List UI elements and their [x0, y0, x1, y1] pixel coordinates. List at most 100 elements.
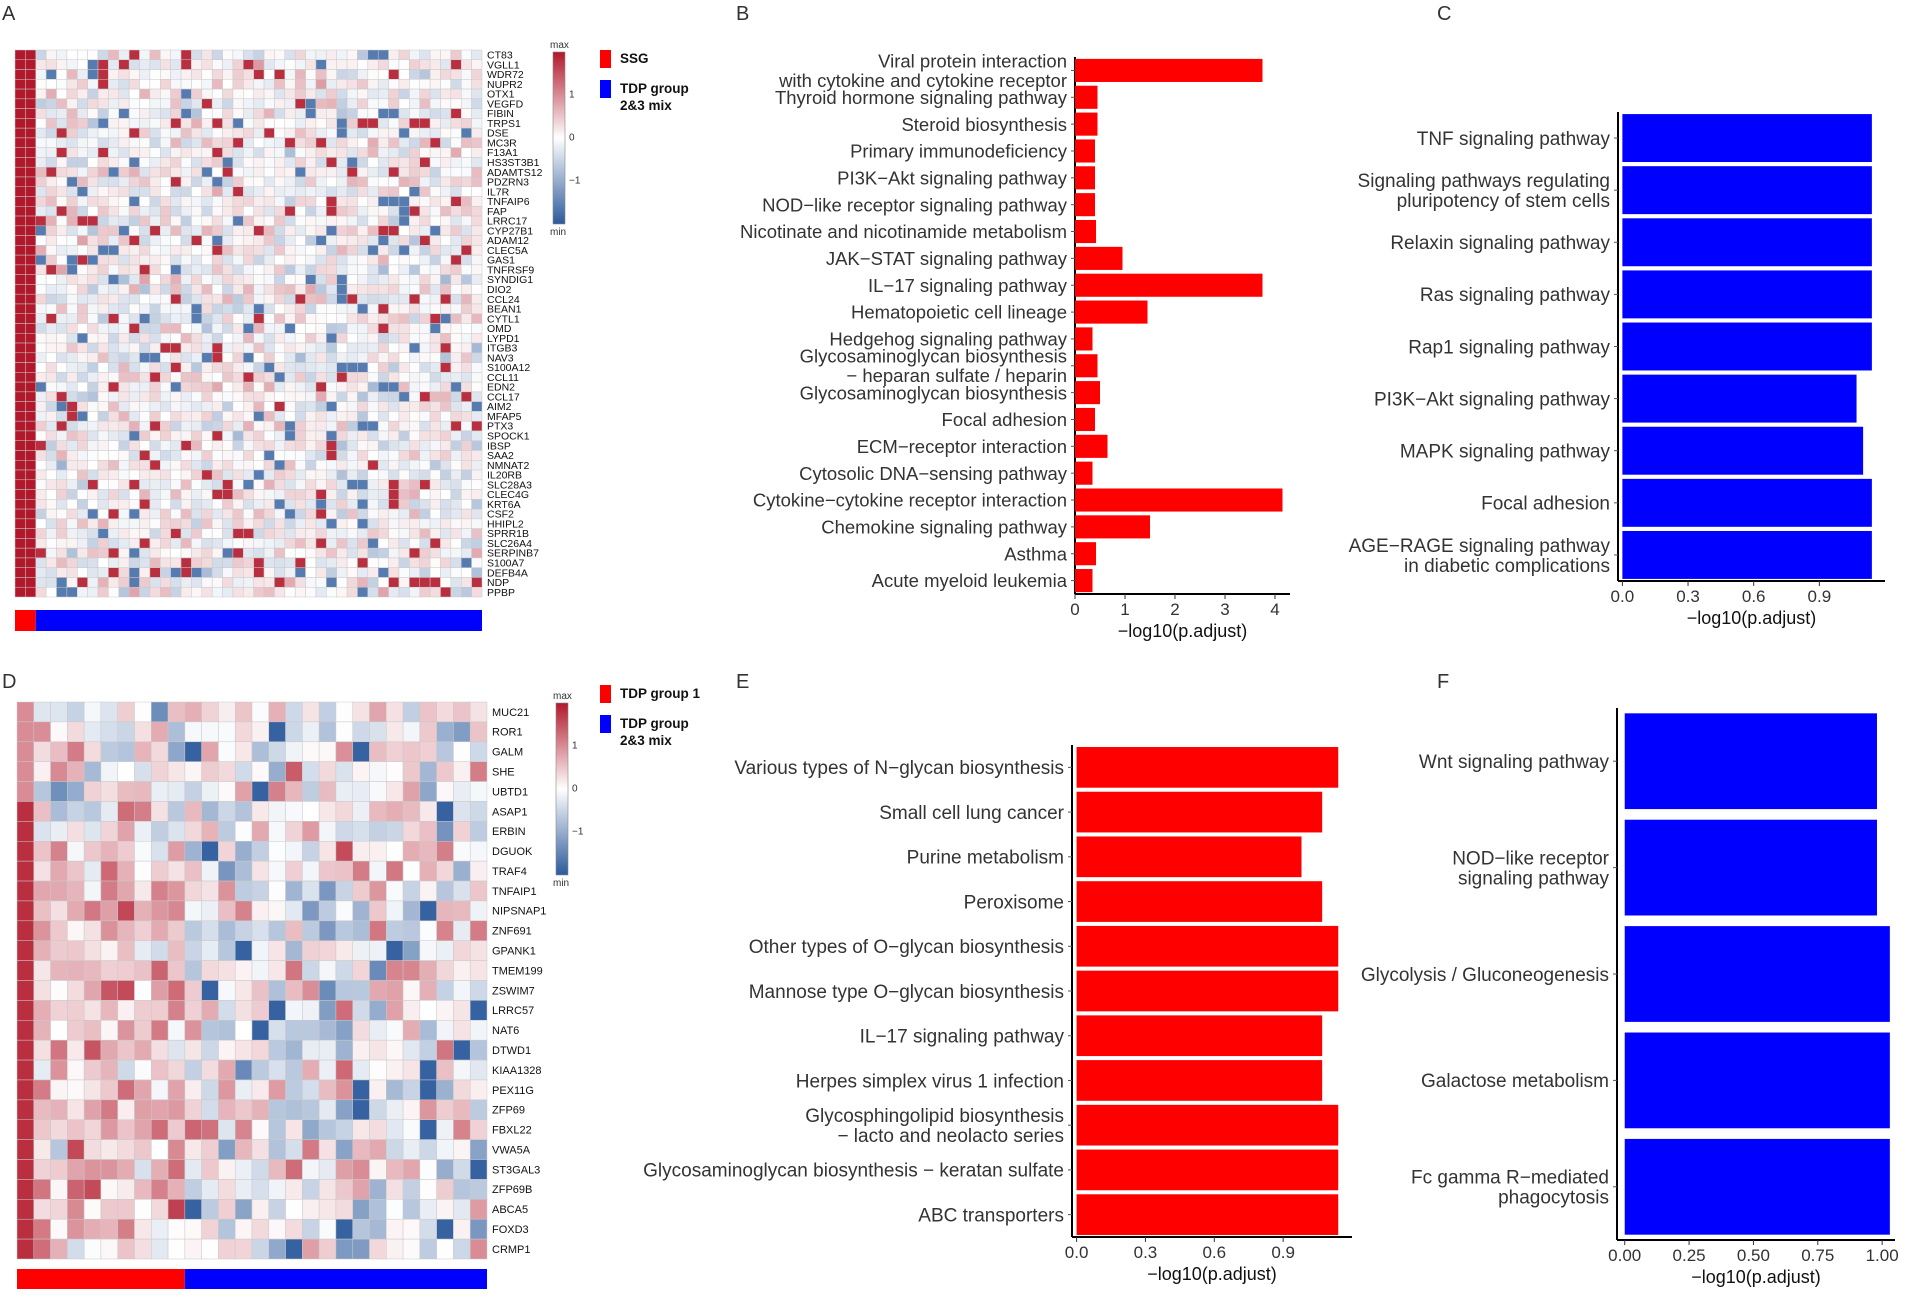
- category-label: Primary immunodeficiency: [850, 141, 1068, 162]
- heatmap-cell: [97, 245, 109, 256]
- heatmap-cell: [97, 264, 109, 275]
- heatmap-cell: [284, 557, 296, 568]
- heatmap-cell: [335, 741, 353, 762]
- heatmap-cell: [184, 781, 202, 802]
- heatmap-cell: [367, 460, 379, 471]
- heatmap-cell: [191, 157, 203, 168]
- heatmap-cell: [419, 1218, 437, 1240]
- heatmap-cell: [160, 586, 171, 598]
- heatmap-cell: [201, 215, 213, 227]
- heatmap-cell: [253, 108, 265, 119]
- heatmap-cell: [180, 323, 192, 334]
- heatmap-cell: [450, 79, 462, 90]
- heatmap-cell: [56, 323, 68, 334]
- heatmap-cell: [66, 499, 78, 510]
- heatmap-cell: [139, 118, 151, 129]
- heatmap-cell: [87, 460, 99, 471]
- heatmap-cell: [367, 293, 379, 305]
- category-label: Cytosolic DNA−sensing pathway: [799, 463, 1068, 484]
- heatmap-cell: [419, 577, 431, 588]
- heatmap-cell: [367, 567, 379, 578]
- heatmap-cell: [429, 401, 441, 412]
- category-label: Nicotinate and nicotinamide metabolism: [740, 221, 1067, 242]
- heatmap-cell: [35, 157, 47, 168]
- heatmap-cell: [243, 186, 254, 197]
- heatmap-cell: [318, 1079, 337, 1101]
- heatmap-cell: [253, 391, 265, 402]
- heatmap-cell: [170, 528, 182, 539]
- heatmap-cell: [149, 59, 161, 70]
- heatmap-cell: [305, 225, 317, 236]
- heatmap-cell: [87, 538, 99, 549]
- heatmap-cell: [305, 186, 317, 197]
- heatmap-cell: [471, 108, 483, 119]
- heatmap-cell: [302, 701, 320, 723]
- heatmap-cell: [346, 499, 358, 510]
- heatmap-cell: [83, 860, 102, 882]
- heatmap-cell: [222, 88, 234, 100]
- heatmap-cell: [139, 274, 151, 285]
- heatmap-cell: [352, 880, 370, 902]
- heatmap-cell: [450, 479, 462, 490]
- heatmap-cell: [211, 79, 223, 90]
- panel-label-b: B: [736, 3, 749, 25]
- heatmap-cell: [83, 1139, 102, 1160]
- gene-label: CCL17: [487, 391, 520, 403]
- heatmap-cell: [180, 538, 192, 549]
- heatmap-cell: [263, 79, 275, 90]
- gene-label: DGUOK: [492, 846, 533, 858]
- heatmap-cell: [471, 88, 483, 100]
- heatmap-cell: [429, 166, 441, 178]
- heatmap-cell: [14, 528, 26, 539]
- category-label: PI3K−Akt signaling pathway: [837, 167, 1068, 188]
- heatmap-cell: [352, 841, 370, 862]
- heatmap-cell: [377, 264, 389, 275]
- heatmap-cell: [56, 401, 68, 412]
- gene-label: LRRC17: [487, 216, 527, 228]
- heatmap-cell: [302, 1179, 320, 1200]
- heatmap-cell: [25, 225, 37, 236]
- heatmap-cell: [232, 245, 244, 256]
- heatmap-cell: [284, 215, 296, 227]
- heatmap-cell: [97, 59, 109, 70]
- heatmap-cell: [234, 741, 253, 762]
- heatmap-cell: [346, 333, 358, 344]
- heatmap-cell: [222, 557, 234, 568]
- heatmap-cell: [285, 1179, 303, 1200]
- gene-label: SPRR1B: [487, 528, 529, 540]
- heatmap-cell: [357, 157, 369, 168]
- heatmap-cell: [398, 420, 410, 432]
- heatmap-cell: [409, 235, 420, 246]
- heatmap-cell: [45, 323, 57, 334]
- heatmap-cell: [232, 577, 244, 588]
- heatmap-cell: [77, 499, 88, 510]
- heatmap-cell: [388, 303, 400, 314]
- heatmap-cell: [429, 127, 441, 139]
- heatmap-cell: [318, 980, 337, 1001]
- heatmap-cell: [429, 88, 441, 100]
- heatmap-cell: [243, 215, 254, 227]
- heatmap-cell: [243, 479, 254, 490]
- heatmap-cell: [398, 479, 410, 490]
- heatmap-cell: [294, 245, 306, 256]
- heatmap-cell: [285, 1079, 303, 1101]
- heatmap-cell: [128, 166, 140, 178]
- heatmap-cell: [471, 479, 483, 490]
- bar: [1624, 819, 1877, 916]
- heatmap-cell: [201, 372, 213, 383]
- heatmap-cell: [419, 254, 431, 266]
- heatmap-cell: [450, 108, 462, 119]
- heatmap-cell: [87, 557, 99, 568]
- heatmap-cell: [305, 391, 317, 402]
- heatmap-cell: [336, 225, 348, 236]
- heatmap-cell: [251, 781, 270, 802]
- heatmap-cell: [318, 701, 337, 723]
- heatmap-cell: [234, 1099, 253, 1120]
- heatmap-cell: [377, 303, 389, 314]
- heatmap-cell: [45, 235, 57, 246]
- heatmap-cell: [35, 245, 47, 256]
- heatmap-cell: [253, 264, 265, 275]
- heatmap-cell: [87, 333, 99, 344]
- heatmap-cell: [253, 381, 265, 393]
- heatmap-cell: [253, 411, 265, 422]
